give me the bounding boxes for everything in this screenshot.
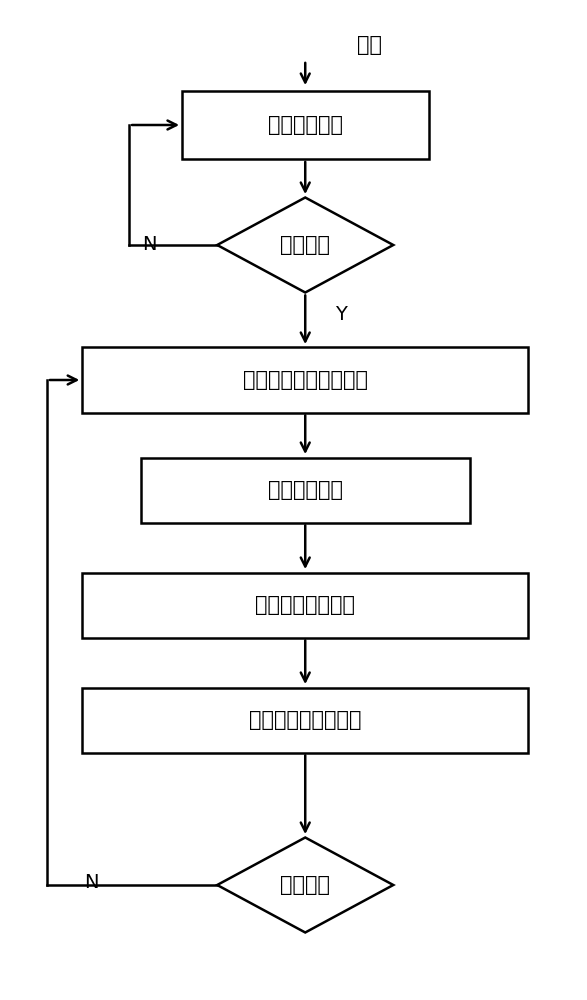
Text: 停止指令: 停止指令 bbox=[280, 875, 330, 895]
Text: 发收通道射频校准信号: 发收通道射频校准信号 bbox=[243, 370, 367, 390]
Text: 完成通道校准: 完成通道校准 bbox=[268, 480, 343, 500]
Bar bbox=[82, 572, 528, 638]
Text: 完成角误差信号求取: 完成角误差信号求取 bbox=[249, 710, 362, 730]
Bar bbox=[82, 688, 528, 752]
Bar bbox=[82, 348, 528, 412]
Text: 接收控制指令: 接收控制指令 bbox=[268, 115, 343, 135]
Text: 校准指令: 校准指令 bbox=[280, 235, 330, 255]
Text: N: N bbox=[84, 872, 98, 892]
Bar bbox=[182, 91, 429, 159]
Text: Y: Y bbox=[335, 306, 346, 324]
Text: 发收目标回波信号: 发收目标回波信号 bbox=[255, 595, 355, 615]
Bar bbox=[141, 458, 470, 522]
Polygon shape bbox=[217, 198, 393, 292]
Polygon shape bbox=[217, 838, 393, 932]
Text: 开始: 开始 bbox=[357, 35, 382, 55]
Text: N: N bbox=[143, 235, 157, 254]
